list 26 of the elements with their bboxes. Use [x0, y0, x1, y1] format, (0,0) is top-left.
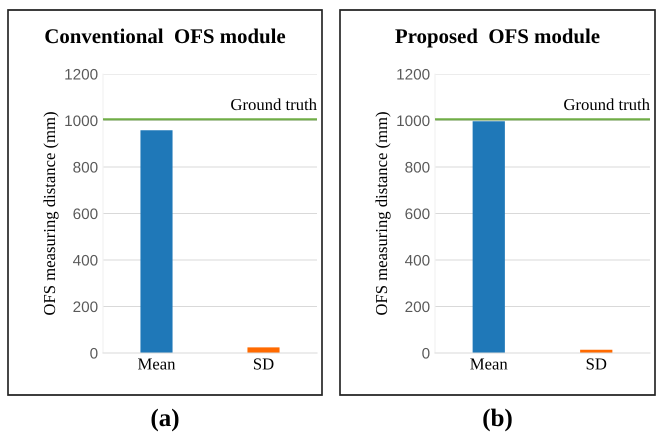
x-tick-label: Mean: [138, 358, 176, 370]
y-tick-label: 0: [422, 348, 430, 359]
y-tick-label: 200: [405, 301, 430, 312]
x-tick-label: SD: [586, 358, 606, 370]
y-tick-label: 0: [90, 348, 98, 359]
y-tick-label: 1000: [397, 115, 430, 126]
y-tick-label: 200: [73, 301, 98, 312]
y-tick-label: 400: [73, 254, 98, 266]
text: (b): [483, 408, 512, 432]
y-tick-label: 800: [73, 162, 98, 173]
ref-line-label: Ground truth: [231, 98, 317, 110]
chart-title: Proposed OFS module: [395, 28, 600, 48]
y-tick-label: 800: [405, 162, 430, 173]
x-tick-label: Mean: [470, 358, 508, 370]
y-tick-label: 1200: [397, 68, 430, 80]
y-tick-label: 1000: [65, 115, 98, 126]
y-axis-title: OFS measuring distance (mm): [375, 112, 391, 315]
y-tick-label: 600: [73, 208, 98, 220]
y-tick-label: 400: [405, 254, 430, 266]
chart-title: Conventional OFS module: [45, 28, 286, 44]
text: (a): [152, 408, 178, 432]
ref-line-label: Ground truth: [564, 98, 650, 110]
y-tick-label: 600: [405, 208, 430, 220]
x-tick-label: SD: [254, 358, 274, 370]
y-tick-label: 1200: [65, 68, 98, 80]
y-axis-title: OFS measuring distance (mm): [43, 112, 59, 315]
